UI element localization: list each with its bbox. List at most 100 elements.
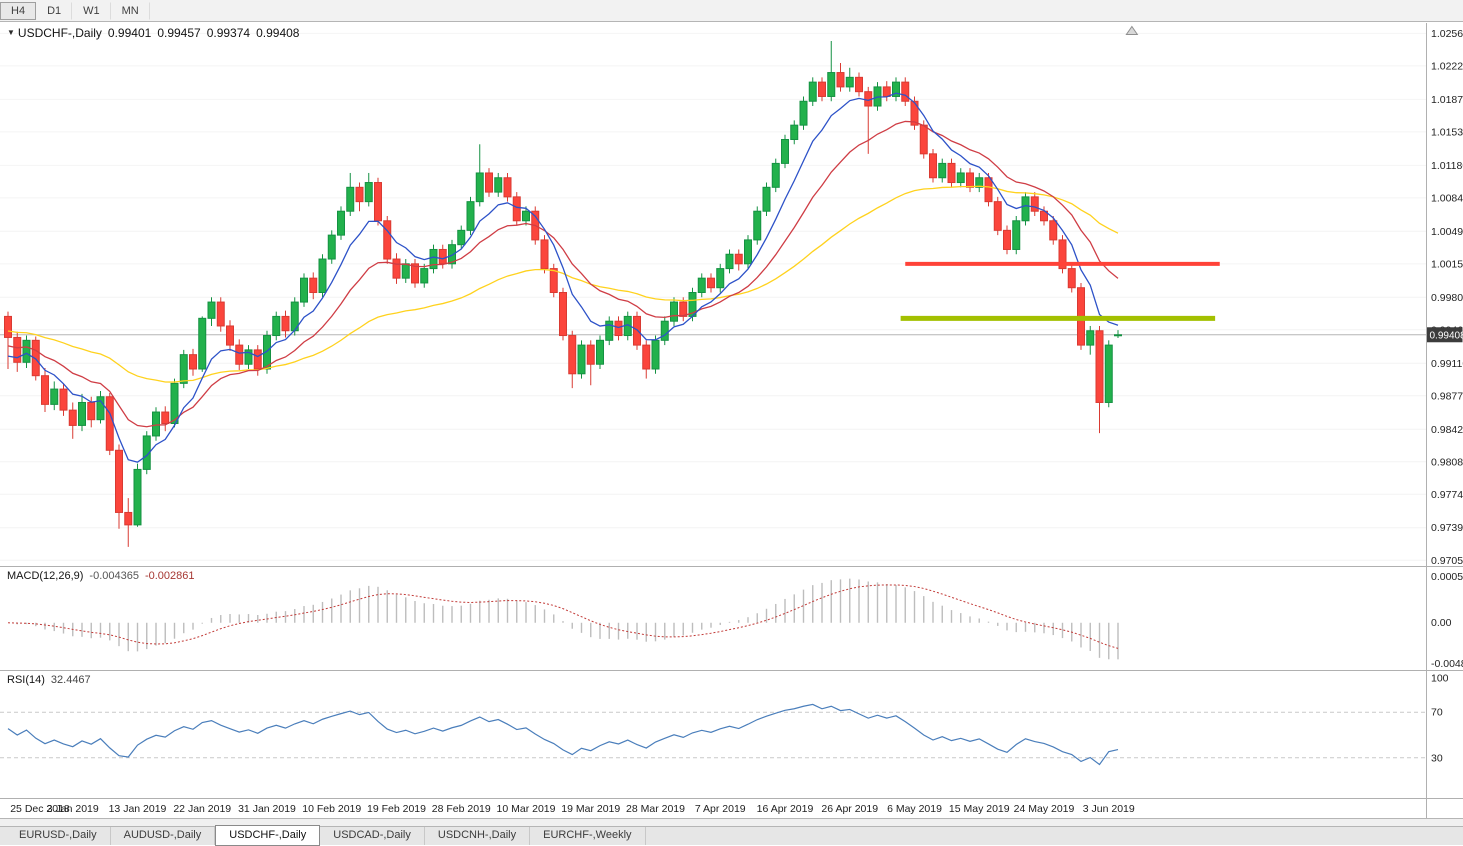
- candle-body: [365, 183, 372, 202]
- candle-body: [652, 340, 659, 369]
- macd-axis[interactable]: 0.00059990.00-0.004858: [1431, 571, 1463, 670]
- tab-eurusd-daily[interactable]: EURUSD-,Daily: [6, 827, 111, 845]
- chart-tab-bar: EURUSD-,Daily AUDUSD-,Daily USDCHF-,Dail…: [0, 826, 1463, 845]
- candle-body: [772, 163, 779, 187]
- candle-body: [88, 402, 95, 419]
- candle-body: [14, 337, 21, 362]
- candle-body: [116, 450, 123, 512]
- rsi-indicator-label: RSI(14) 32.4467: [7, 674, 91, 686]
- candle-body: [967, 173, 974, 187]
- candle-body: [375, 183, 382, 221]
- candle-body: [134, 469, 141, 524]
- candle-body: [328, 235, 335, 259]
- macd-main-value: -0.004365: [89, 570, 139, 582]
- chart-symbol-label: USDCHF-,Daily: [18, 26, 102, 40]
- candle-body: [550, 269, 557, 293]
- tab-audusd-daily[interactable]: AUDUSD-,Daily: [111, 827, 216, 845]
- candle-body: [615, 321, 622, 335]
- rsi-name: RSI(14): [7, 674, 45, 686]
- rsi-value: 32.4467: [51, 674, 91, 686]
- candle-body: [930, 154, 937, 178]
- candle-body: [217, 302, 224, 326]
- chart-shift-marker-icon[interactable]: [1126, 27, 1137, 35]
- date-axis-label: 19 Mar 2019: [561, 803, 620, 815]
- candle-body: [1022, 197, 1029, 221]
- candle-body: [782, 139, 789, 163]
- timeframe-d1-button[interactable]: D1: [36, 2, 72, 20]
- price-axis-label: 1.00840: [1431, 192, 1463, 204]
- candle-body: [819, 82, 826, 96]
- candle-body: [791, 125, 798, 139]
- candle-body: [1013, 221, 1020, 250]
- price-axis-label: 1.01530: [1431, 126, 1463, 138]
- date-axis-label: 22 Jan 2019: [173, 803, 231, 815]
- candle-body: [809, 82, 816, 101]
- date-axis-label: 3 Jun 2019: [1083, 803, 1135, 815]
- candle-body: [828, 73, 835, 97]
- tab-usdcad-daily[interactable]: USDCAD-,Daily: [320, 827, 425, 845]
- candle-body: [402, 264, 409, 278]
- ma-line-45: [8, 186, 1118, 382]
- candle-body: [476, 173, 483, 202]
- candle-body: [79, 402, 86, 425]
- price-axis-label: 1.00490: [1431, 226, 1463, 238]
- price-axis[interactable]: 1.025601.022201.018701.015301.011801.008…: [1431, 28, 1463, 567]
- candle-body: [541, 240, 548, 269]
- candle-body: [393, 259, 400, 278]
- current-price-badge: 0.99408: [1427, 327, 1463, 342]
- date-axis-label: 24 May 2019: [1014, 803, 1075, 815]
- candle-body: [125, 512, 132, 524]
- price-axis-label: 1.02560: [1431, 28, 1463, 40]
- candle-body: [856, 77, 863, 91]
- tab-eurchf-weekly[interactable]: EURCHF-,Weekly: [530, 827, 645, 845]
- timeframe-w1-button[interactable]: W1: [72, 2, 111, 20]
- candle-body: [708, 278, 715, 288]
- quote-low: 0.99374: [207, 26, 250, 40]
- candle-body: [523, 211, 530, 221]
- candle-body: [162, 412, 169, 423]
- date-axis-label: 7 Apr 2019: [695, 803, 746, 815]
- candle-body: [643, 345, 650, 369]
- candle-body: [513, 197, 520, 221]
- candle-body: [310, 278, 317, 292]
- candle-body: [948, 163, 955, 182]
- symbol-dropdown-icon: ▼: [7, 28, 15, 37]
- price-axis-label: 1.01180: [1431, 160, 1463, 172]
- candle-body: [939, 163, 946, 177]
- tab-usdcnh-daily[interactable]: USDCNH-,Daily: [425, 827, 530, 845]
- rsi-axis-label: 100: [1431, 673, 1449, 685]
- candle-body: [301, 278, 308, 302]
- candle-body: [837, 73, 844, 87]
- candle-body: [190, 355, 197, 369]
- candle-body: [180, 355, 187, 384]
- candle-body: [1087, 331, 1094, 345]
- candle-body: [467, 202, 474, 231]
- candle-body: [985, 178, 992, 202]
- candle-body: [356, 187, 363, 201]
- candle-body: [560, 293, 567, 336]
- candle-body: [957, 173, 964, 183]
- timeframe-h4-button[interactable]: H4: [0, 2, 36, 20]
- candle-body: [495, 178, 502, 192]
- timeframe-mn-button[interactable]: MN: [111, 2, 150, 20]
- date-axis-label: 28 Mar 2019: [626, 803, 685, 815]
- candles-group[interactable]: [5, 41, 1122, 547]
- tab-usdchf-daily[interactable]: USDCHF-,Daily: [215, 825, 320, 846]
- macd-panel[interactable]: [8, 579, 1118, 660]
- candle-body: [578, 345, 585, 374]
- candle-body: [254, 350, 261, 369]
- date-axis-label: 28 Feb 2019: [432, 803, 491, 815]
- candle-body: [384, 221, 391, 259]
- rsi-panel[interactable]: [0, 704, 1426, 764]
- candle-body: [606, 321, 613, 340]
